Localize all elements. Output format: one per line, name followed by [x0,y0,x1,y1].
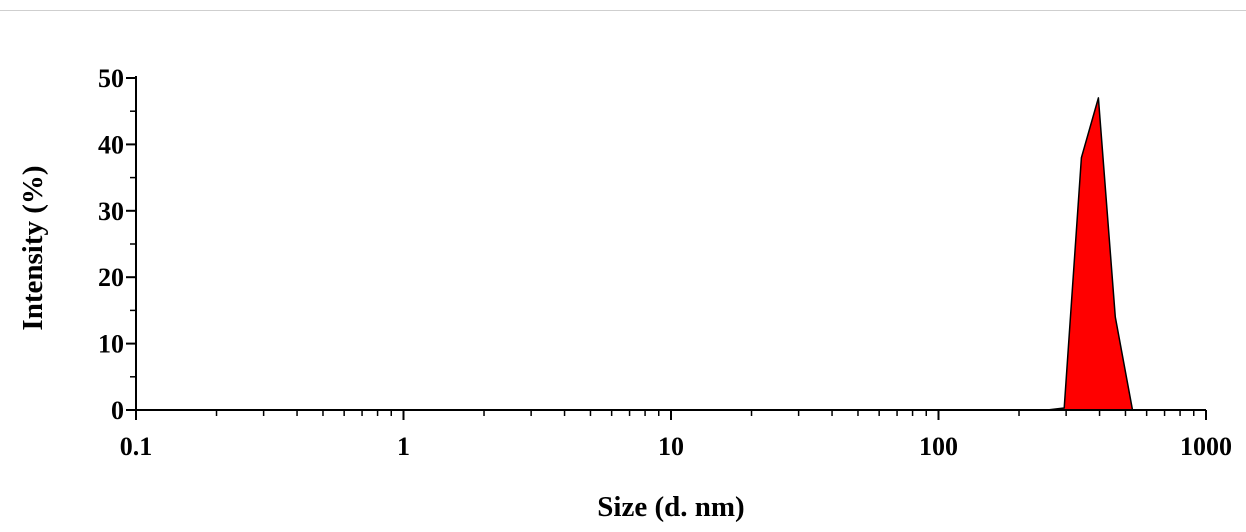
x-tick-label: 100 [919,432,958,461]
x-tick-label: 1 [397,432,410,461]
x-axis-title: Size (d. nm) [597,491,744,523]
x-axis-ticks: 0.1 1 10 100 1000 [120,410,1232,461]
series-outline-0 [136,97,1206,411]
axes [135,76,1206,411]
series-area-0 [136,97,1206,411]
y-tick-label: 30 [98,197,124,226]
x-tick-label: 10 [658,432,684,461]
x-tick-label: 0.1 [120,432,153,461]
x-tick-label: 1000 [1180,432,1232,461]
y-tick-label: 0 [111,396,124,425]
y-axis-ticks: 0 10 20 30 40 50 [98,64,136,425]
y-axis-title: Intensity (%) [17,165,49,330]
plot-area [136,97,1206,411]
top-divider [0,10,1246,11]
y-tick-label: 50 [98,64,124,93]
y-tick-label: 10 [98,330,124,359]
y-tick-label: 20 [98,263,124,292]
y-tick-label: 40 [98,130,124,159]
